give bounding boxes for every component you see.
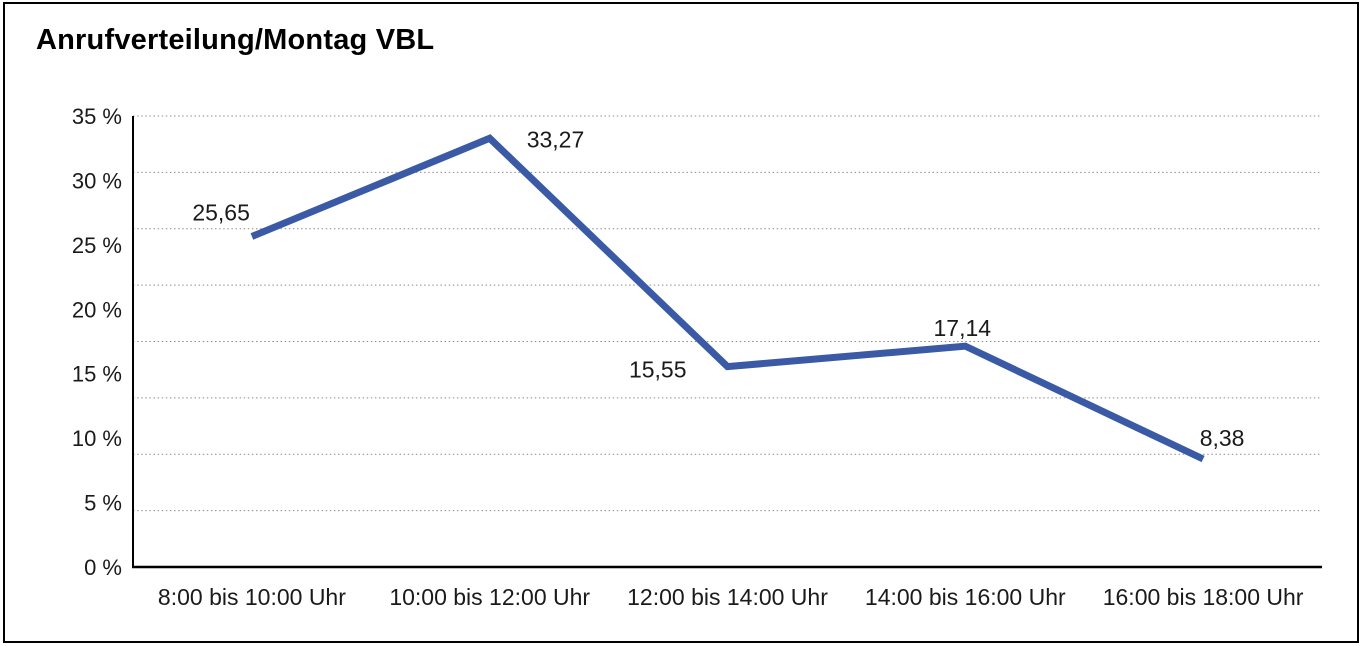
y-axis-tick-label: 35 %	[72, 104, 122, 129]
y-axis-tick-label: 0 %	[84, 555, 122, 580]
data-point-label: 17,14	[934, 315, 992, 341]
y-axis-tick-label: 10 %	[72, 426, 122, 451]
data-point-label: 8,38	[1200, 425, 1245, 451]
x-axis-tick-label: 14:00 bis 16:00 Uhr	[865, 584, 1066, 610]
x-axis-tick-label: 16:00 bis 18:00 Uhr	[1103, 584, 1304, 610]
x-axis-tick-label: 12:00 bis 14:00 Uhr	[627, 584, 828, 610]
data-point-label: 15,55	[629, 357, 687, 383]
data-series-line	[250, 134, 1205, 463]
x-axis-tick-label: 10:00 bis 12:00 Uhr	[389, 584, 590, 610]
y-axis-tick-label: 25 %	[72, 233, 122, 258]
x-axis-tick-label: 8:00 bis 10:00 Uhr	[158, 584, 346, 610]
data-point-label: 33,27	[527, 126, 585, 152]
y-axis-tick-label: 30 %	[72, 168, 122, 193]
data-point-label: 25,65	[192, 199, 250, 225]
page-title: Anrufverteilung/Montag VBL	[36, 24, 435, 56]
y-axis-tick-label: 5 %	[84, 491, 122, 516]
y-axis-tick-label: 20 %	[72, 297, 122, 322]
y-axis-tick-label: 15 %	[72, 362, 122, 387]
